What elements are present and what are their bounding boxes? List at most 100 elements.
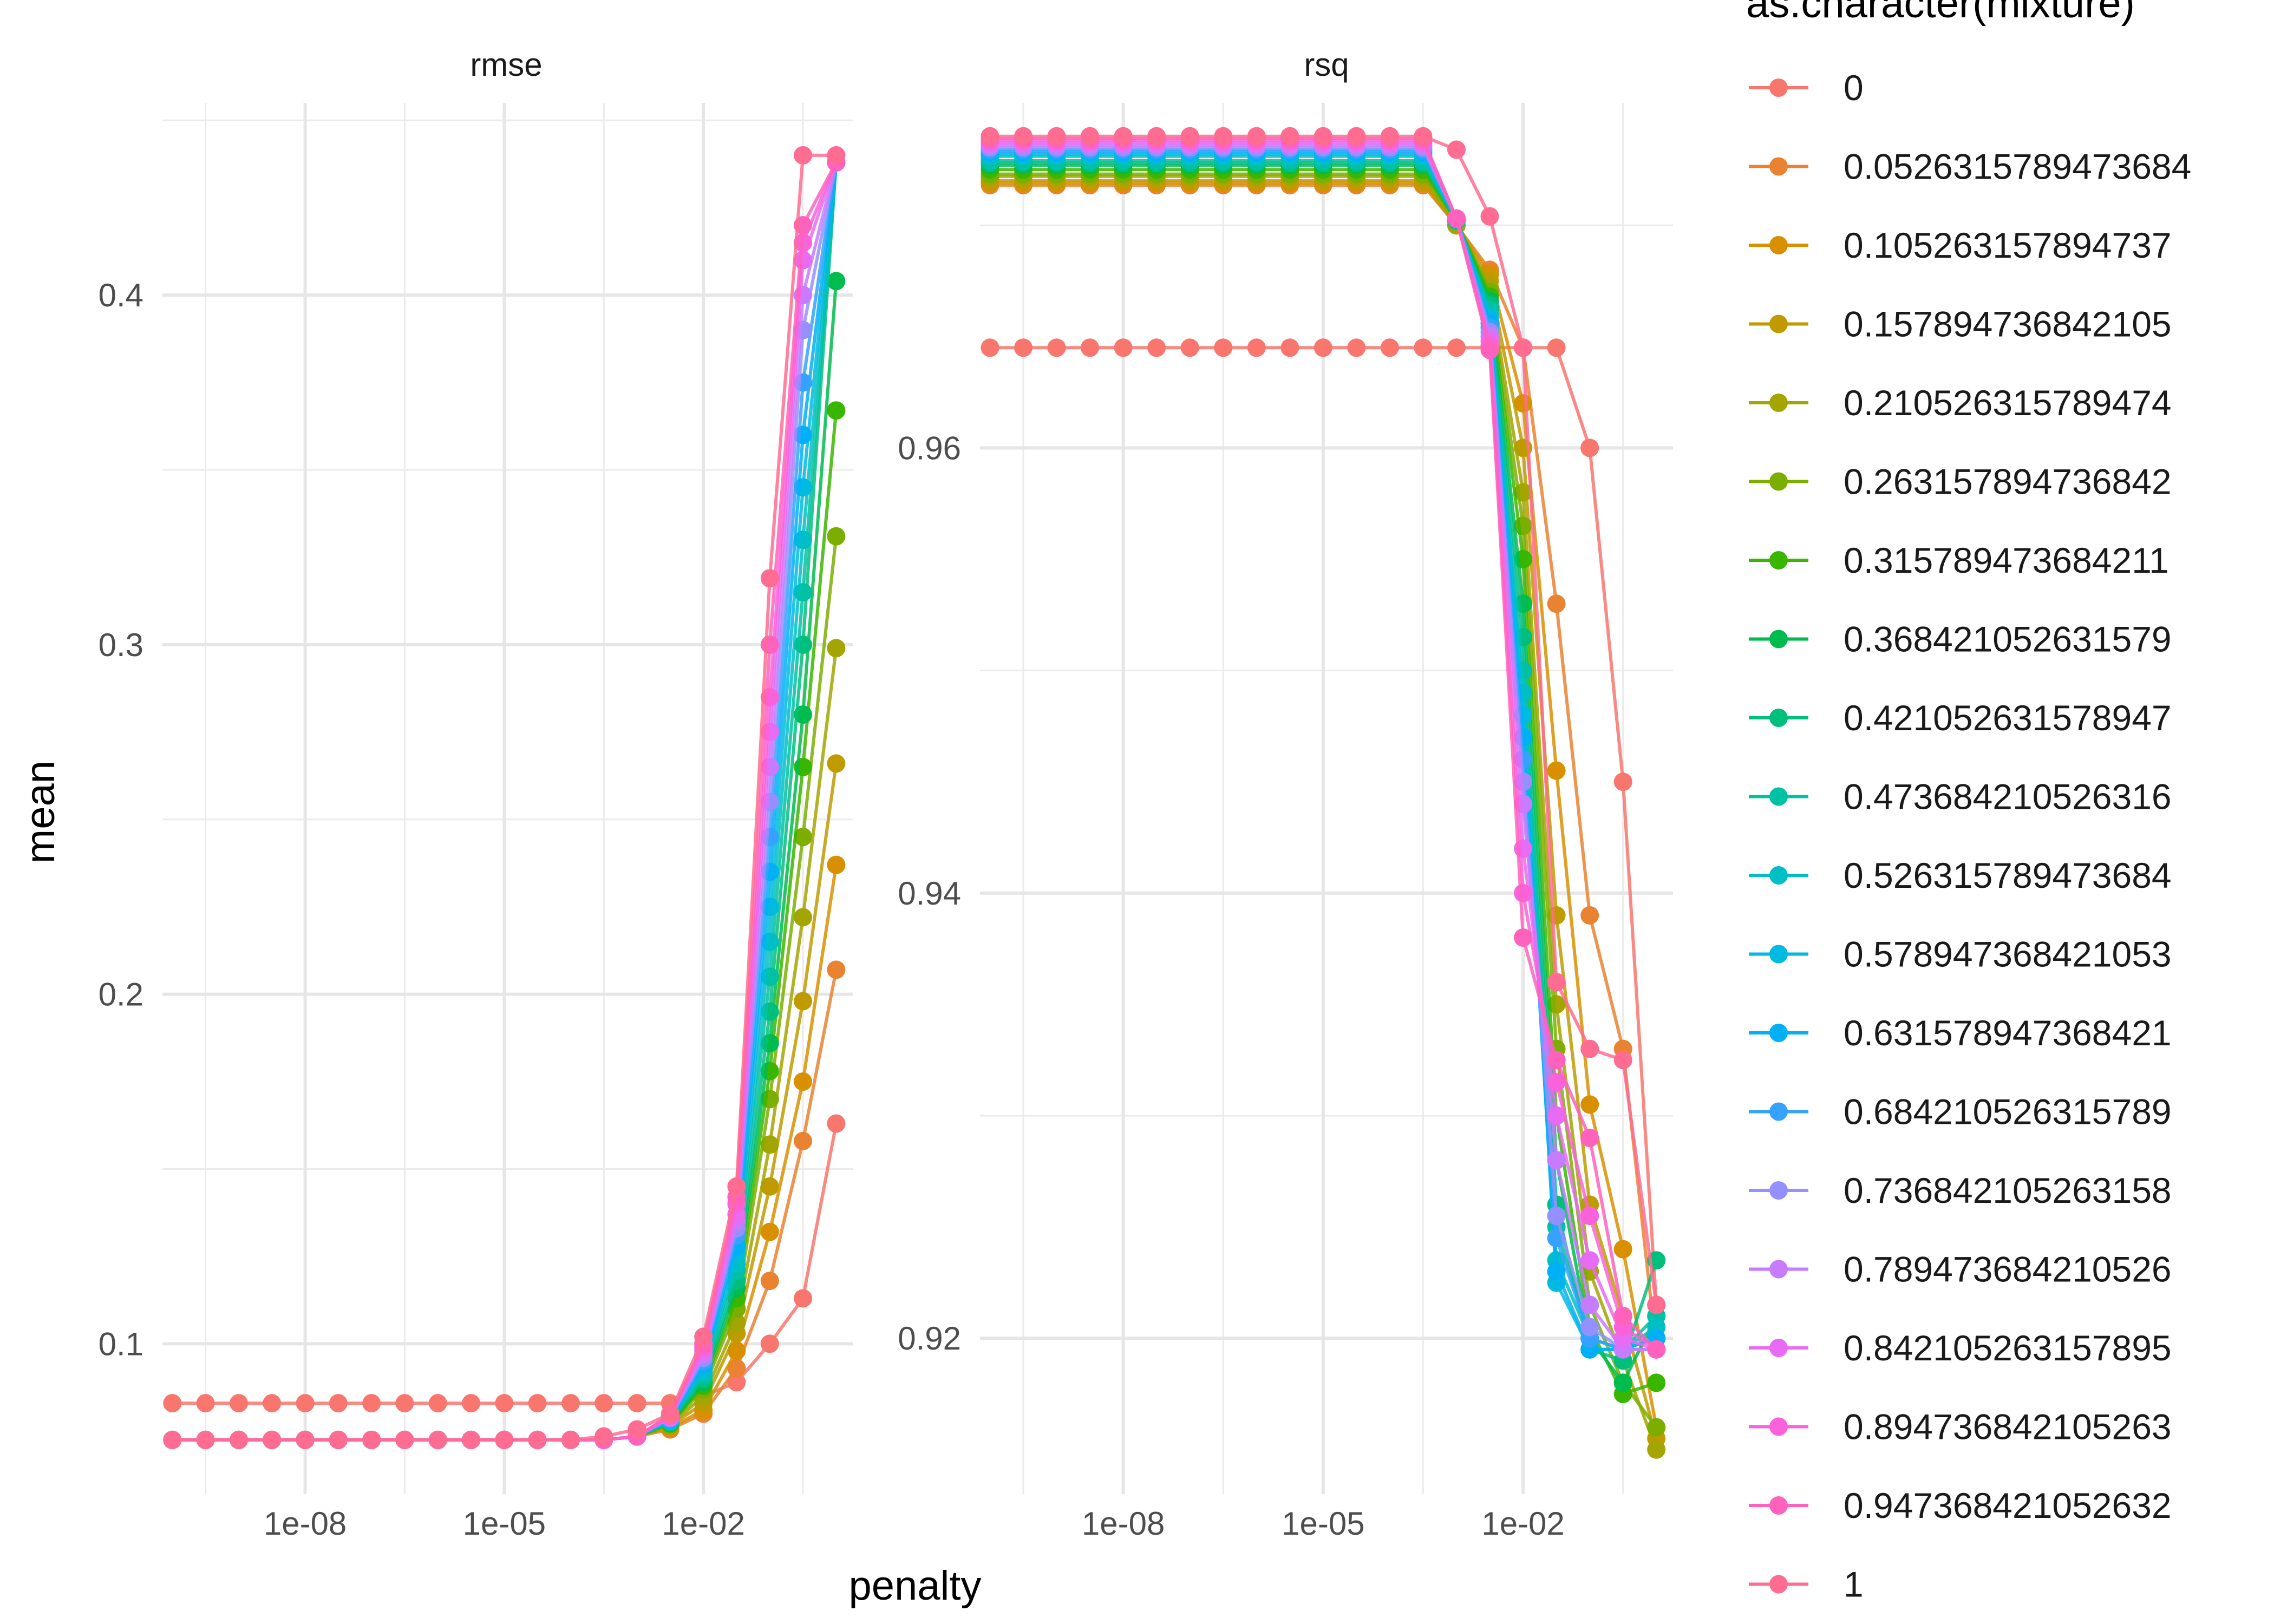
legend-item: 0 [1749, 68, 1864, 108]
rsq-data-point [1414, 127, 1433, 146]
rsq-data-point [1580, 1095, 1599, 1114]
legend-label: 0.421052631578947 [1844, 698, 2172, 738]
rsq-data-point [1247, 338, 1266, 357]
rmse-data-point [794, 1072, 812, 1091]
rsq-data-point [1081, 338, 1099, 357]
rsq-y-tick-label: 0.96 [898, 430, 961, 466]
legend-keys: 0 0.0526315789473684 0.105263157894737 0.15… [1749, 68, 2191, 1605]
legend-label: 0.473684210526316 [1844, 777, 2172, 817]
rmse-data-point [196, 1394, 215, 1413]
legend-item: 0.421052631578947 [1749, 698, 2172, 738]
rmse-data-point [760, 569, 779, 588]
rsq-data-point [981, 338, 999, 357]
rsq-data-point [1580, 1251, 1599, 1270]
rmse-data-point [163, 1430, 182, 1449]
rsq-data-point [1014, 338, 1033, 357]
rsq-data-point [1514, 338, 1533, 357]
rsq-data-point [1214, 127, 1233, 146]
rmse-data-point [727, 1373, 746, 1392]
rsq-data-point [1547, 1073, 1566, 1092]
rsq-data-point [1580, 438, 1599, 457]
rsq-data-point [1547, 594, 1566, 613]
rsq-data-point [1580, 1295, 1599, 1314]
legend-item: 0.684210526315789 [1749, 1092, 2172, 1132]
rmse-x-tick-label: 1e-08 [264, 1505, 347, 1542]
legend-title: as.character(mixture) [1746, 0, 2135, 27]
rsq-data-point [1580, 1207, 1599, 1225]
legend-label: 0.947368421052632 [1844, 1485, 2172, 1525]
rmse-y-tick-label: 0.2 [99, 977, 143, 1013]
legend-key-point [1769, 630, 1788, 649]
legend-item: 0.105263157894737 [1749, 225, 2172, 265]
rsq-data-point [1280, 127, 1299, 146]
rsq-data-point [1380, 338, 1399, 357]
rsq-data-point [1414, 338, 1433, 357]
rsq-data-point [1547, 761, 1566, 780]
rsq-data-point [1547, 1051, 1566, 1070]
rsq-data-point [981, 127, 999, 146]
rsq-data-point [1447, 209, 1466, 228]
panel-rsq: rsq 0.92 0.94 0.96 1e-08 1e-05 1e-02 [898, 47, 1673, 1542]
y-axis-title: mean [17, 761, 63, 863]
rsq-data-point [1180, 338, 1199, 357]
legend-key-point [1769, 1339, 1788, 1357]
legend-key-point [1769, 709, 1788, 727]
rmse-data-point [230, 1430, 248, 1449]
rmse-data-point [794, 1289, 812, 1308]
rmse-y-tick-labels: 0.1 0.2 0.3 0.4 [99, 277, 143, 1362]
legend-key-point [1769, 1575, 1788, 1594]
rsq-data-point [1380, 127, 1399, 146]
rmse-data-point [727, 1359, 746, 1378]
rsq-data-point [1613, 772, 1632, 791]
rmse-data-point [230, 1394, 248, 1413]
strip-label-rsq: rsq [1304, 47, 1349, 83]
legend-label: 1 [1844, 1564, 1864, 1605]
legend-item: 0.157894736842105 [1749, 304, 2172, 344]
panel-rmse: rmse 0.1 0.2 0.3 0.4 1e-08 1e-05 1e-02 [99, 47, 853, 1542]
rmse-data-point [362, 1430, 381, 1449]
rmse-data-point [528, 1394, 547, 1413]
rmse-data-point [263, 1430, 282, 1449]
rsq-x-tick-label: 1e-08 [1082, 1505, 1165, 1542]
rmse-data-point [428, 1430, 447, 1449]
legend-label: 0.736842105263158 [1844, 1170, 2172, 1210]
legend-item: 0.473684210526316 [1749, 777, 2172, 817]
legend-key-point [1769, 472, 1788, 491]
rmse-data-point [827, 754, 846, 773]
rmse-data-point [760, 635, 779, 654]
legend-key-point [1769, 394, 1788, 412]
rmse-y-tick-label: 0.1 [99, 1326, 143, 1362]
rsq-data-point [1613, 1051, 1632, 1070]
legend-key-point [1769, 1417, 1788, 1436]
rmse-data-point [794, 828, 812, 846]
rmse-data-point [495, 1430, 514, 1449]
rmse-data-point [329, 1394, 348, 1413]
rsq-data-point [1547, 973, 1566, 992]
legend: as.character(mixture) 0 0.052631578947368… [1746, 0, 2191, 1605]
rmse-data-point [827, 960, 846, 979]
rmse-y-tick-label: 0.4 [99, 277, 143, 313]
legend-key-point [1769, 1024, 1788, 1042]
rsq-x-tick-label: 1e-05 [1282, 1505, 1364, 1542]
legend-key-point [1769, 236, 1788, 254]
rsq-data-point [1580, 906, 1599, 925]
rmse-data-point [395, 1394, 414, 1413]
legend-label: 0.894736842105263 [1844, 1407, 2172, 1447]
rsq-data-point [1081, 127, 1099, 146]
rmse-data-point [794, 146, 812, 165]
rsq-data-point [1547, 1106, 1566, 1125]
rsq-data-point [1447, 140, 1466, 159]
rsq-data-point [1314, 127, 1332, 146]
rsq-data-point [1014, 127, 1033, 146]
rmse-data-point [163, 1394, 182, 1413]
rsq-data-point [1047, 127, 1066, 146]
rsq-data-point [1647, 1373, 1666, 1392]
legend-label: 0.578947368421053 [1844, 934, 2172, 974]
rsq-data-point [1347, 338, 1366, 357]
rsq-data-point [1547, 1151, 1566, 1170]
legend-key-point [1769, 1102, 1788, 1121]
legend-item: 1 [1749, 1564, 1864, 1605]
rmse-gridlines [162, 103, 853, 1494]
legend-item: 0.210526315789474 [1749, 383, 2172, 423]
rsq-data-point [1114, 338, 1133, 357]
